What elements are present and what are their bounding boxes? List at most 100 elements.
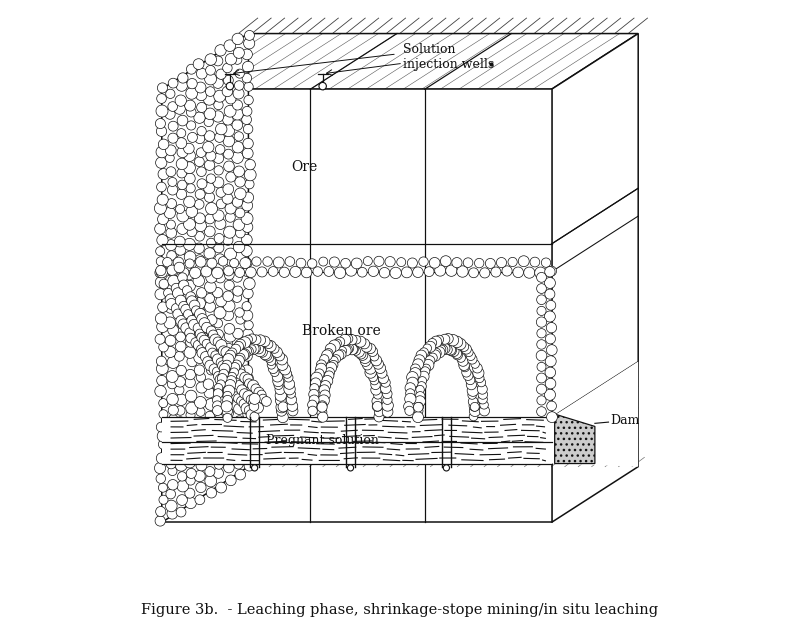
Circle shape <box>366 343 375 353</box>
Circle shape <box>215 273 226 283</box>
Circle shape <box>213 448 223 458</box>
Circle shape <box>186 64 196 74</box>
Circle shape <box>230 259 238 268</box>
Circle shape <box>213 427 222 437</box>
Text: Pregnant solution: Pregnant solution <box>266 434 379 447</box>
Circle shape <box>214 166 223 175</box>
Polygon shape <box>554 414 595 464</box>
Polygon shape <box>162 89 551 522</box>
Circle shape <box>158 399 168 408</box>
Circle shape <box>246 395 256 404</box>
Circle shape <box>178 280 189 290</box>
Circle shape <box>168 466 177 476</box>
Circle shape <box>207 258 217 268</box>
Circle shape <box>254 344 264 354</box>
Circle shape <box>176 268 186 279</box>
Circle shape <box>346 344 358 355</box>
Circle shape <box>270 368 279 377</box>
Circle shape <box>372 401 382 411</box>
Circle shape <box>425 356 435 366</box>
Circle shape <box>216 199 226 209</box>
Circle shape <box>358 268 367 277</box>
Text: Dam: Dam <box>610 414 640 427</box>
Circle shape <box>251 335 261 345</box>
Circle shape <box>216 339 227 351</box>
Circle shape <box>187 259 197 268</box>
Circle shape <box>478 394 487 404</box>
Circle shape <box>155 516 166 526</box>
Circle shape <box>206 203 218 215</box>
Circle shape <box>467 355 477 364</box>
Circle shape <box>473 367 484 379</box>
Circle shape <box>477 378 486 387</box>
Circle shape <box>178 472 187 481</box>
Circle shape <box>168 324 178 336</box>
Circle shape <box>167 185 178 195</box>
Circle shape <box>275 351 285 361</box>
Circle shape <box>536 317 546 327</box>
Circle shape <box>225 350 236 361</box>
Circle shape <box>442 345 452 355</box>
Circle shape <box>242 310 253 321</box>
Circle shape <box>284 373 293 382</box>
Circle shape <box>156 452 167 464</box>
Circle shape <box>343 345 353 355</box>
Circle shape <box>178 319 189 330</box>
Circle shape <box>278 402 288 412</box>
Circle shape <box>368 266 378 276</box>
Circle shape <box>419 348 429 357</box>
Circle shape <box>230 344 241 354</box>
Circle shape <box>253 403 263 413</box>
Circle shape <box>534 267 546 278</box>
Circle shape <box>374 391 382 399</box>
Circle shape <box>155 288 166 300</box>
Circle shape <box>374 363 386 374</box>
Circle shape <box>257 267 267 277</box>
Circle shape <box>244 335 253 344</box>
Circle shape <box>205 452 217 463</box>
Circle shape <box>546 322 557 333</box>
Circle shape <box>458 356 468 367</box>
Circle shape <box>242 192 254 203</box>
Circle shape <box>244 321 254 330</box>
Circle shape <box>168 102 178 112</box>
Circle shape <box>349 345 358 355</box>
Circle shape <box>471 360 479 369</box>
Circle shape <box>272 372 282 382</box>
Circle shape <box>225 367 235 377</box>
Circle shape <box>423 344 431 353</box>
Circle shape <box>309 389 319 399</box>
Circle shape <box>185 271 194 280</box>
Circle shape <box>197 288 207 298</box>
Circle shape <box>270 344 279 353</box>
Circle shape <box>446 265 457 276</box>
Circle shape <box>234 446 245 456</box>
Circle shape <box>189 319 200 331</box>
Circle shape <box>204 248 215 259</box>
Circle shape <box>223 418 232 427</box>
Circle shape <box>186 402 198 414</box>
Circle shape <box>213 56 223 66</box>
Circle shape <box>205 73 217 85</box>
Circle shape <box>330 357 338 365</box>
Circle shape <box>245 160 255 170</box>
Circle shape <box>258 347 267 357</box>
Circle shape <box>156 126 166 136</box>
Circle shape <box>254 387 264 398</box>
Circle shape <box>238 350 249 361</box>
Circle shape <box>233 219 245 230</box>
Circle shape <box>405 393 416 404</box>
Circle shape <box>209 330 218 339</box>
Circle shape <box>222 406 233 416</box>
Circle shape <box>421 367 430 376</box>
Circle shape <box>223 184 234 194</box>
Circle shape <box>439 343 450 354</box>
Circle shape <box>171 304 182 314</box>
Circle shape <box>167 265 178 275</box>
Circle shape <box>370 380 380 389</box>
Circle shape <box>186 121 196 130</box>
Circle shape <box>242 148 253 159</box>
Circle shape <box>308 406 318 416</box>
Circle shape <box>247 334 257 343</box>
Circle shape <box>235 268 245 278</box>
